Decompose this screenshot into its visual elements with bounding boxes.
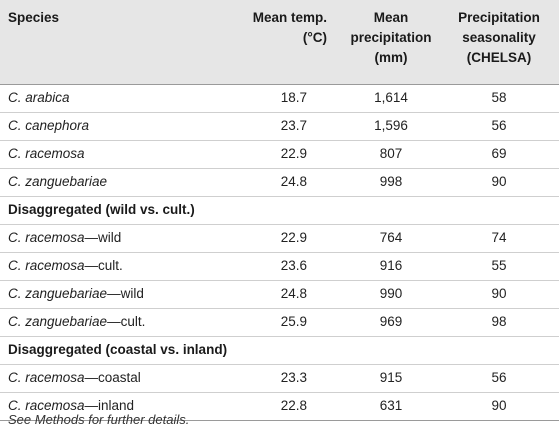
species-cell: C. zanguebariae—wild bbox=[0, 280, 233, 309]
table-row: C. canephora 23.7 1,596 56 bbox=[0, 112, 559, 141]
mean-temp-cell: 22.9 bbox=[233, 140, 343, 169]
species-cell: C. zanguebariae—cult. bbox=[0, 308, 233, 337]
mean-temp-cell: 24.8 bbox=[233, 168, 343, 197]
table-row: C. racemosa—coastal 23.3 915 56 bbox=[0, 364, 559, 393]
mean-precip-cell: 998 bbox=[343, 168, 439, 197]
header-precipitation-seasonality: Precipitation seasonality (CHELSA) bbox=[439, 0, 559, 85]
mean-precip-cell: 916 bbox=[343, 252, 439, 281]
seasonality-cell: 56 bbox=[439, 112, 559, 141]
mean-temp-cell: 24.8 bbox=[233, 280, 343, 309]
species-cell: C. racemosa—wild bbox=[0, 224, 233, 253]
seasonality-cell: 98 bbox=[439, 308, 559, 337]
seasonality-cell: 90 bbox=[439, 392, 559, 421]
mean-temp-cell: 25.9 bbox=[233, 308, 343, 337]
mean-precip-cell: 764 bbox=[343, 224, 439, 253]
mean-temp-cell: 22.8 bbox=[233, 392, 343, 421]
seasonality-cell: 58 bbox=[439, 84, 559, 113]
mean-temp-cell: 23.7 bbox=[233, 112, 343, 141]
seasonality-cell: 90 bbox=[439, 168, 559, 197]
section-heading: Disaggregated (coastal vs. inland) bbox=[0, 336, 559, 365]
seasonality-cell: 74 bbox=[439, 224, 559, 253]
mean-temp-cell: 23.3 bbox=[233, 364, 343, 393]
mean-temp-cell: 22.9 bbox=[233, 224, 343, 253]
table-row: C. racemosa 22.9 807 69 bbox=[0, 140, 559, 169]
table-row: C. zanguebariae—cult. 25.9 969 98 bbox=[0, 308, 559, 337]
table-row: C. racemosa—cult. 23.6 916 55 bbox=[0, 252, 559, 281]
header-species: Species bbox=[0, 0, 233, 85]
species-cell: C. canephora bbox=[0, 112, 233, 141]
seasonality-cell: 69 bbox=[439, 140, 559, 169]
table-row: C. racemosa—inland 22.8 631 90 bbox=[0, 392, 559, 421]
mean-precip-cell: 990 bbox=[343, 280, 439, 309]
seasonality-cell: 56 bbox=[439, 364, 559, 393]
mean-precip-cell: 1,614 bbox=[343, 84, 439, 113]
table-footnote: See Methods for further details. bbox=[8, 412, 190, 427]
section-heading: Disaggregated (wild vs. cult.) bbox=[0, 196, 559, 225]
table-row: C. racemosa—wild 22.9 764 74 bbox=[0, 224, 559, 253]
mean-precip-cell: 807 bbox=[343, 140, 439, 169]
mean-precip-cell: 1,596 bbox=[343, 112, 439, 141]
species-cell: C. racemosa—coastal bbox=[0, 364, 233, 393]
species-cell: C. racemosa—inland bbox=[0, 392, 233, 421]
species-cell: C. arabica bbox=[0, 84, 233, 113]
table-header-row: Species Mean temp. (°C) Mean precipitati… bbox=[0, 0, 559, 85]
mean-precip-cell: 915 bbox=[343, 364, 439, 393]
section-row-wild-cult: Disaggregated (wild vs. cult.) bbox=[0, 196, 559, 225]
section-row-coastal-inland: Disaggregated (coastal vs. inland) bbox=[0, 336, 559, 365]
mean-precip-cell: 631 bbox=[343, 392, 439, 421]
seasonality-cell: 55 bbox=[439, 252, 559, 281]
mean-temp-cell: 18.7 bbox=[233, 84, 343, 113]
climate-table: Species Mean temp. (°C) Mean precipitati… bbox=[0, 0, 559, 421]
table-row: C. zanguebariae 24.8 998 90 bbox=[0, 168, 559, 197]
mean-temp-cell: 23.6 bbox=[233, 252, 343, 281]
species-cell: C. racemosa—cult. bbox=[0, 252, 233, 281]
species-cell: C. zanguebariae bbox=[0, 168, 233, 197]
table-row: C. zanguebariae—wild 24.8 990 90 bbox=[0, 280, 559, 309]
header-mean-precipitation: Mean precipitation (mm) bbox=[343, 0, 439, 85]
header-mean-temp: Mean temp. (°C) bbox=[233, 0, 343, 85]
table-row: C. arabica 18.7 1,614 58 bbox=[0, 84, 559, 113]
mean-precip-cell: 969 bbox=[343, 308, 439, 337]
seasonality-cell: 90 bbox=[439, 280, 559, 309]
species-cell: C. racemosa bbox=[0, 140, 233, 169]
